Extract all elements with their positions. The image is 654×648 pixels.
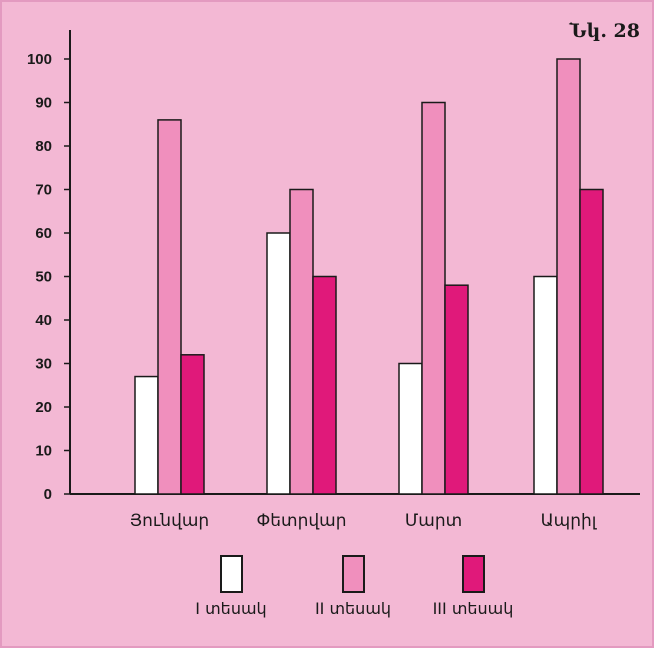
bar-series-1-4 (533, 275, 558, 495)
y-tick-label: 30 (35, 356, 52, 373)
y-tick-label: 60 (35, 225, 52, 242)
bar-series-3-3 (444, 284, 469, 495)
legend-swatch-3 (462, 555, 485, 593)
y-tick-label: 0 (44, 486, 52, 503)
y-tick-label: 40 (35, 312, 52, 329)
category-labels: Յունվար Փետրվար Մարտ Ապրիլ (130, 511, 598, 531)
y-tick-label: 20 (35, 399, 52, 416)
bar-series-2-3 (421, 101, 446, 495)
bar-series-3-2 (312, 275, 337, 495)
bar-series-3-4 (579, 188, 604, 495)
bar-series-1-1 (134, 375, 159, 495)
y-tick-label: 80 (35, 138, 52, 155)
y-tick-label: 90 (35, 95, 52, 112)
y-tick-label: 100 (27, 51, 52, 68)
bar-series-2-1 (157, 119, 182, 495)
legend-label-3: III տեսակ (433, 599, 514, 618)
legend-swatch-2 (342, 555, 365, 593)
legend-label-1: I տեսակ (195, 599, 266, 618)
y-tick-label: 10 (35, 443, 52, 460)
bar-series-1-2 (266, 232, 291, 495)
category-label: Յունվար (130, 511, 209, 531)
bar-series-3-1 (180, 354, 205, 495)
bar-series-1-3 (398, 362, 423, 495)
category-label: Մարտ (405, 511, 462, 531)
category-label: Ապրիլ (541, 511, 598, 531)
y-tick-labels: 0 10 20 30 40 50 60 70 80 90 100 (27, 51, 70, 503)
bars (134, 58, 604, 495)
category-label: Փետրվար (257, 511, 347, 531)
bar-series-2-2 (289, 188, 314, 495)
figure-label: Նկ. 28 (568, 20, 640, 42)
bar-series-2-4 (556, 58, 581, 495)
legend-label-2: II տեսակ (315, 599, 391, 618)
legend-swatch-1 (220, 555, 243, 593)
y-tick-label: 70 (35, 182, 52, 199)
legend: I տեսակ II տեսակ III տեսակ (195, 555, 514, 618)
y-tick-label: 50 (35, 269, 52, 286)
